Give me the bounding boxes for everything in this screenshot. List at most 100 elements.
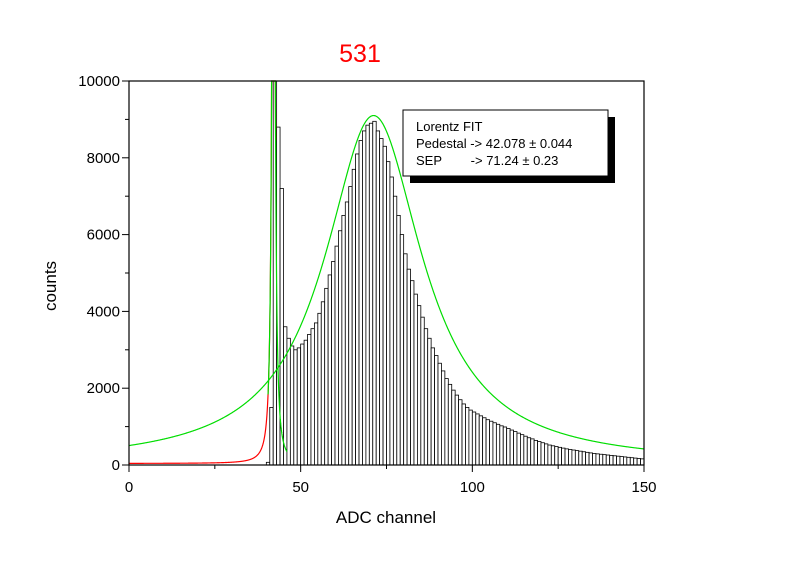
histogram-bar xyxy=(478,415,484,466)
y-tick-label: 4000 xyxy=(87,303,120,320)
histogram-bar xyxy=(341,214,346,466)
histogram-bar xyxy=(482,417,487,466)
histogram-bar xyxy=(331,261,336,466)
histogram-bar xyxy=(420,316,425,466)
histogram-bar xyxy=(509,429,514,466)
histogram-bar xyxy=(489,420,494,466)
histogram-bar xyxy=(355,153,360,466)
histogram-bar xyxy=(609,454,614,466)
histogram-bar xyxy=(348,186,353,466)
histogram-bar xyxy=(379,138,384,466)
histogram-bar xyxy=(605,454,611,466)
histogram-bar xyxy=(289,345,295,466)
y-tick-label: 10000 xyxy=(78,73,120,90)
histogram-bar xyxy=(296,347,302,466)
histogram-bar xyxy=(410,280,415,466)
legend-line-2: Pedestal -> 42.078 ± 0.044 xyxy=(416,136,572,151)
histogram-bar xyxy=(293,349,298,466)
histogram-bar xyxy=(406,268,411,466)
x-tick-label: 50 xyxy=(292,479,309,496)
histogram-bar xyxy=(396,214,401,466)
histogram-bar xyxy=(375,130,381,466)
y-axis-title: counts xyxy=(41,261,60,311)
histogram-bar xyxy=(557,446,562,466)
histogram-bar xyxy=(513,431,518,466)
histogram-bar xyxy=(372,120,377,466)
histogram-bar xyxy=(307,334,312,466)
histogram-bar xyxy=(506,428,511,466)
histogram-bar xyxy=(544,443,549,466)
histogram-bar xyxy=(465,406,470,466)
histogram-bars xyxy=(265,80,645,466)
histogram-bar xyxy=(362,130,367,466)
histogram-bar xyxy=(416,305,422,466)
histogram-bar xyxy=(502,426,508,466)
histogram-bar xyxy=(468,409,473,466)
histogram-bar xyxy=(530,438,535,466)
histogram-bar xyxy=(313,322,319,466)
fit-curve xyxy=(129,80,277,464)
x-axis-title: ADC channel xyxy=(336,508,436,527)
chart-title: 531 xyxy=(339,40,381,68)
histogram-bar xyxy=(423,328,429,466)
axis-ticks: 0 50 100 150 0 2000 4000 6000 8000 10000 xyxy=(78,73,656,496)
histogram-bar xyxy=(324,287,329,466)
histogram-bar xyxy=(444,378,449,466)
histogram-bar xyxy=(303,339,308,466)
histogram-bar xyxy=(623,456,628,466)
histogram-bar xyxy=(427,337,432,466)
histogram-bar xyxy=(434,355,439,466)
histogram-bar xyxy=(344,201,350,466)
histogram-bar xyxy=(616,455,621,466)
x-tick-label: 100 xyxy=(460,479,485,496)
y-tick-label: 6000 xyxy=(87,227,120,244)
x-tick-label: 0 xyxy=(125,479,133,496)
histogram-bar xyxy=(561,447,566,466)
histogram-bar xyxy=(492,422,497,466)
histogram-bar xyxy=(495,423,501,466)
y-tick-label: 2000 xyxy=(87,380,120,397)
histogram-bar xyxy=(286,337,291,466)
histogram-bar xyxy=(310,328,315,466)
histogram-bar xyxy=(430,347,435,466)
histogram-bar xyxy=(317,312,322,466)
histogram-bar xyxy=(499,425,504,466)
histogram-bar xyxy=(592,453,597,466)
histogram-bar xyxy=(602,454,607,466)
histogram-bar xyxy=(554,446,559,466)
histogram-bar xyxy=(392,195,398,466)
histogram-bar xyxy=(413,293,418,466)
legend-line-1: Lorentz FIT xyxy=(416,119,483,134)
histogram-bar xyxy=(475,413,480,466)
y-tick-label: 0 xyxy=(112,457,120,474)
histogram-bar xyxy=(564,448,569,466)
histogram-bar xyxy=(537,441,542,466)
histogram-bar xyxy=(612,455,617,466)
histogram-bar xyxy=(300,343,305,466)
histogram-bar xyxy=(368,122,374,466)
histogram-bar xyxy=(520,434,525,466)
histogram-bar xyxy=(334,245,339,466)
legend-line-3: SEP -> 71.24 ± 0.23 xyxy=(416,153,558,168)
fit-curve xyxy=(267,80,288,452)
histogram-bar xyxy=(382,145,387,466)
histogram-bar xyxy=(454,394,460,466)
histogram-bar xyxy=(588,452,593,466)
histogram-bar xyxy=(526,437,532,466)
histogram-bar xyxy=(338,230,343,466)
histogram-bar xyxy=(389,176,394,466)
histogram-bar xyxy=(451,389,456,466)
histogram-bar xyxy=(540,442,545,466)
histogram-bar xyxy=(568,449,573,466)
histogram-bar xyxy=(471,411,477,466)
histogram-bar xyxy=(578,450,583,466)
histogram-bar xyxy=(461,403,466,466)
histogram-bar xyxy=(358,140,363,466)
histogram-bar xyxy=(581,451,587,466)
histogram-bar xyxy=(447,383,453,466)
histogram-bar xyxy=(437,362,442,466)
fit-curve xyxy=(128,114,645,450)
histogram-bar xyxy=(633,457,638,466)
histogram-bar xyxy=(636,458,641,466)
